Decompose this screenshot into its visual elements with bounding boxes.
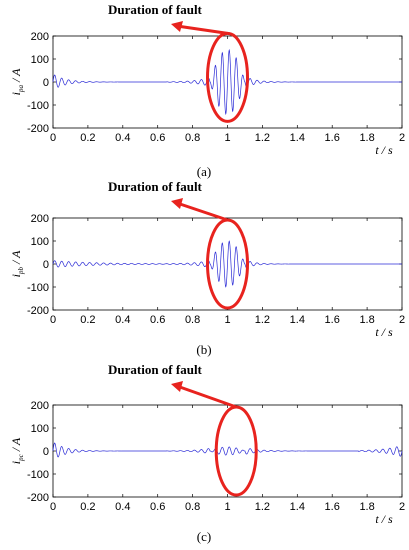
y-tick-label: 0: [43, 77, 49, 89]
fault-arrow-head: [171, 198, 183, 209]
x-tick-label: 0.2: [80, 501, 95, 513]
x-tick-label: 1: [224, 314, 230, 326]
x-tick-label: 1.8: [359, 314, 374, 326]
x-axis-label: t / s: [375, 143, 393, 157]
x-tick-label: 1.4: [290, 501, 305, 513]
series-line-1: [52, 240, 402, 288]
fault-arrow-head: [171, 21, 183, 32]
x-tick-label: 0.2: [80, 132, 95, 144]
subplot-2: 0 0.2 0.4 0.6 0.8 1 1.2 1.4 1.6 1.8 2 200 100 0 -100 -2…: [9, 179, 405, 357]
fault-arrow-shaft: [176, 24, 228, 35]
x-tick-label: 0.4: [115, 314, 130, 326]
y-tick-label: -100: [27, 100, 49, 112]
subplot-1: 0 0.2 0.4 0.6 0.8 1 1.2 1.4 1.6 1.8 2 200 100 0 -100 -2…: [9, 2, 405, 179]
x-tick-label: 0.6: [150, 314, 165, 326]
subplot-caption: (c): [197, 529, 211, 544]
y-tick-label: -200: [27, 492, 49, 504]
x-tick-label: 0.2: [80, 314, 95, 326]
subplot-caption: (b): [196, 342, 211, 357]
y-tick-label: 100: [31, 54, 49, 66]
series-line-1: [52, 442, 403, 458]
x-tick-label: 1.4: [290, 314, 305, 326]
x-tick-label: 0.6: [150, 132, 165, 144]
x-tick-label: 0.8: [185, 314, 200, 326]
y-tick-label: 100: [31, 423, 49, 435]
x-tick-label: 0: [50, 314, 56, 326]
y-tick-label: 200: [31, 213, 49, 225]
fault-arrow-head: [171, 381, 183, 392]
fault-ellipse: [214, 405, 258, 497]
fault-arrow-shaft: [176, 201, 228, 222]
y-tick-label: -100: [27, 469, 49, 481]
x-tick-label: 0.6: [150, 501, 165, 513]
x-tick-label: 1.8: [359, 501, 374, 513]
y-tick-label: 200: [31, 31, 49, 43]
y-axis-label: ipc / A: [9, 437, 25, 464]
y-axis-label: ipb / A: [9, 250, 25, 277]
y-tick-label: 200: [31, 400, 49, 412]
x-tick-label: 1.6: [325, 132, 340, 144]
fault-arrow-shaft: [176, 384, 237, 409]
y-tick-label: -100: [27, 282, 49, 294]
y-tick-label: -200: [27, 305, 49, 317]
x-tick-label: 1.6: [325, 501, 340, 513]
y-axis-label: ipa / A: [9, 68, 25, 95]
series-line-1: [52, 48, 402, 116]
fault-annotation: Duration of fault: [108, 362, 203, 377]
x-tick-label: 0.8: [185, 501, 200, 513]
x-tick-label: 0: [50, 501, 56, 513]
y-tick-label: 100: [31, 236, 49, 248]
fault-annotation: Duration of fault: [108, 179, 203, 194]
subplot-3: 0 0.2 0.4 0.6 0.8 1 1.2 1.4 1.6 1.8 2 200 100 0 -100 -2…: [9, 362, 405, 544]
x-tick-label: 0: [50, 132, 56, 144]
x-tick-label: 2: [399, 501, 405, 513]
x-tick-label: 0.8: [185, 132, 200, 144]
x-tick-label: 1.2: [255, 314, 270, 326]
x-tick-label: 2: [399, 314, 405, 326]
x-tick-label: 2: [399, 132, 405, 144]
x-tick-label: 0.4: [115, 501, 130, 513]
x-axis-label: t / s: [375, 512, 393, 526]
x-tick-label: 1.2: [255, 132, 270, 144]
y-tick-label: 0: [43, 446, 49, 458]
x-tick-label: 0.4: [115, 132, 130, 144]
x-tick-label: 1.2: [255, 501, 270, 513]
x-tick-label: 1.6: [325, 314, 340, 326]
x-tick-label: 1: [224, 132, 230, 144]
y-tick-label: -200: [27, 123, 49, 135]
x-tick-label: 1.4: [290, 132, 305, 144]
x-tick-label: 1.8: [359, 132, 374, 144]
x-axis-label: t / s: [375, 325, 393, 339]
x-tick-label: 1: [224, 501, 230, 513]
subplot-caption: (a): [197, 164, 211, 179]
fault-annotation: Duration of fault: [108, 2, 203, 17]
y-tick-label: 0: [43, 259, 49, 271]
